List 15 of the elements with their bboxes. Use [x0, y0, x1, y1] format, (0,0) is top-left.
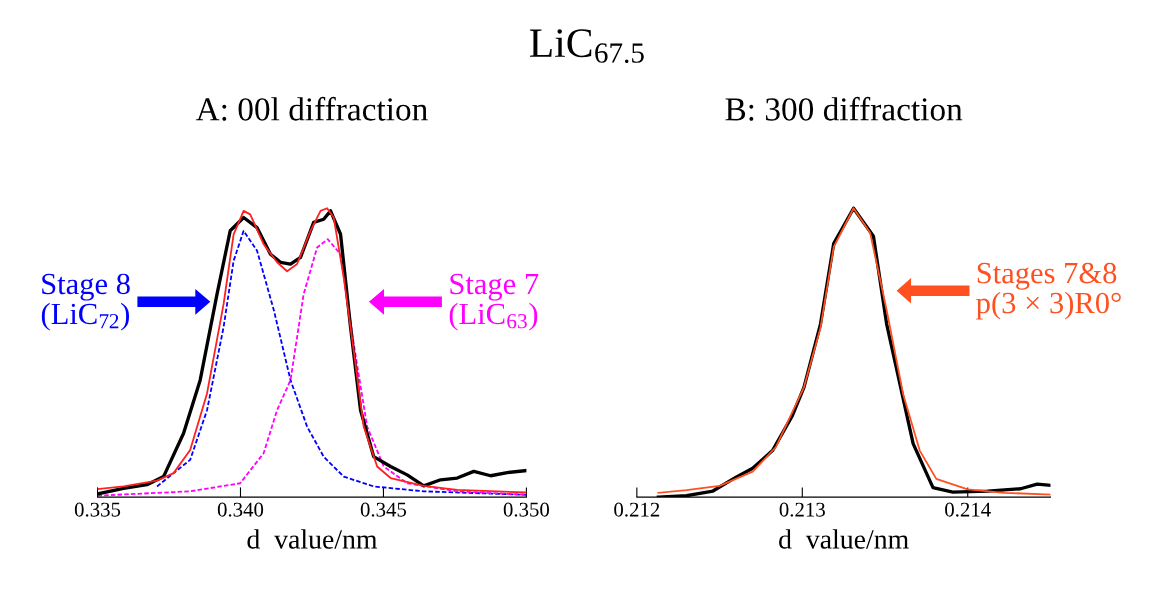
annotation: Stages 7&8 p(3 × 3)R0° [976, 262, 1121, 320]
x-tick-label: 0.350 [503, 502, 550, 517]
x-axis-title: d value/nm [779, 529, 909, 549]
text: LiC$_{67.5}$ [529, 29, 644, 63]
chart-title: A: 00l diffraction [195, 96, 428, 121]
x-tick-label: 0.345 [360, 502, 407, 517]
x-tick-label: 0.335 [74, 502, 121, 517]
x-tick-label: 0.213 [779, 502, 825, 517]
chart-title: B: 300 diffraction [725, 96, 963, 121]
annotation: Stage 7 (LiC$_{63}$) [449, 273, 539, 331]
x-tick-label: 0.340 [217, 502, 264, 517]
annotation: Stage 8 (LiC$_{72}$) [41, 273, 130, 331]
x-tick-label: 0.214 [945, 502, 991, 517]
x-axis-title: d value/nm [247, 529, 378, 549]
x-tick-label: 0.212 [614, 502, 660, 517]
